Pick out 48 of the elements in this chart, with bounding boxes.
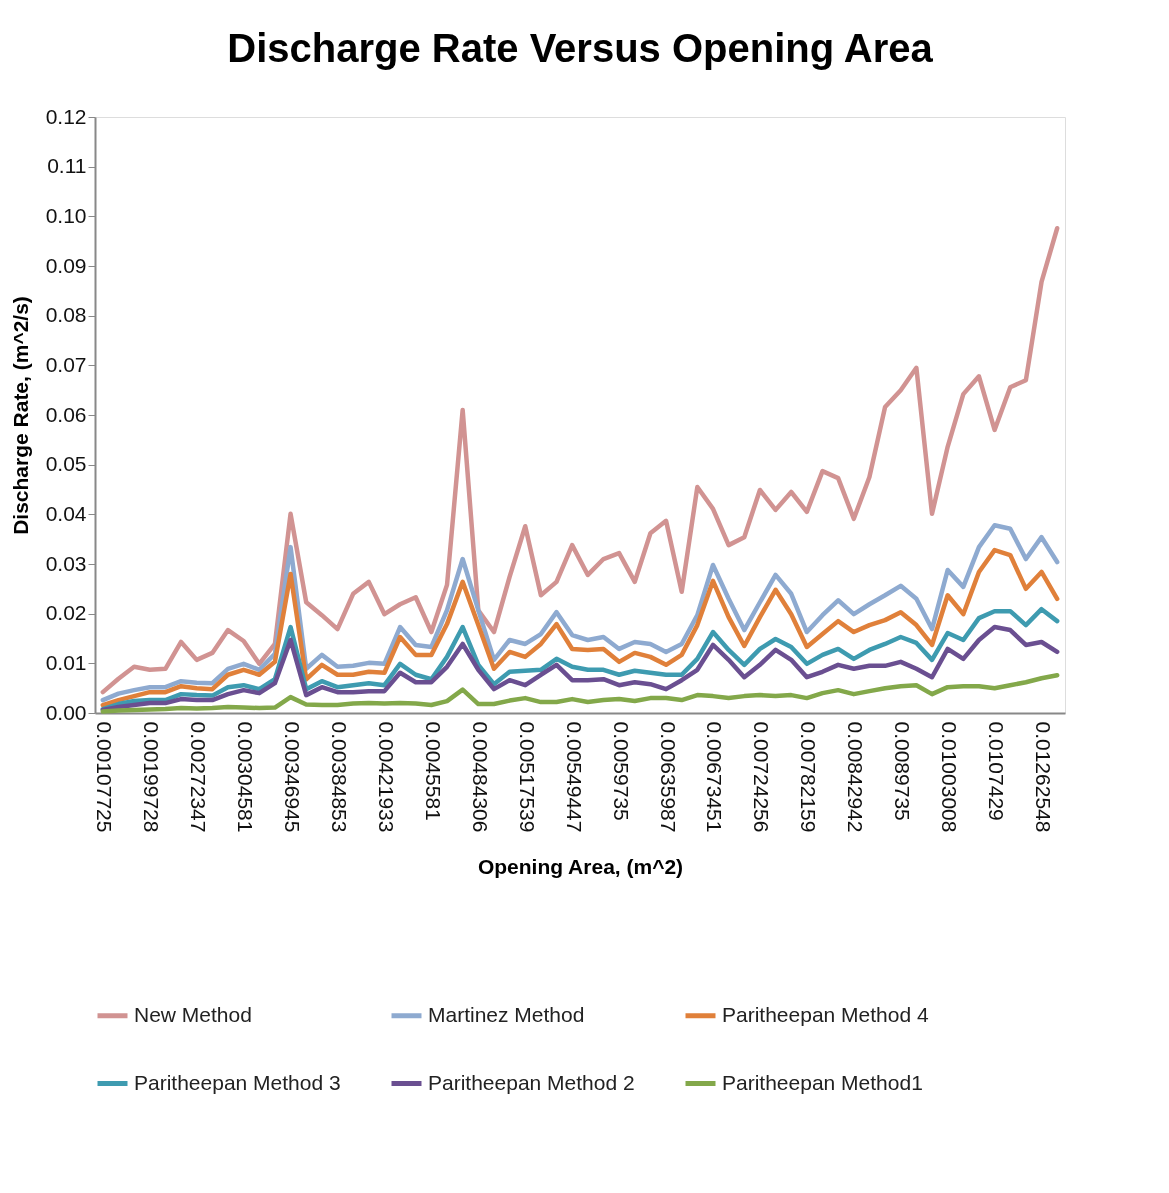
x-tick-label: 0.00421933 bbox=[374, 721, 398, 833]
legend-label: New Method bbox=[134, 1002, 252, 1026]
y-tick-label: 0.02 bbox=[45, 601, 87, 625]
x-tick-label: 0.00384853 bbox=[328, 721, 351, 833]
legend-label: Paritheepan Method 4 bbox=[722, 1002, 929, 1026]
y-tick-label: 0.07 bbox=[45, 352, 87, 376]
x-tick-label: 0.01003008 bbox=[938, 721, 962, 833]
line-series bbox=[100, 624, 1060, 713]
x-tick-label: 0.00484306 bbox=[468, 721, 492, 833]
x-tick-label: 0.00199728 bbox=[140, 721, 164, 833]
x-tick-label: 0.00304581 bbox=[234, 721, 258, 833]
x-tick-label: 0.0059735 bbox=[609, 721, 633, 821]
x-tick-label: 0.00517539 bbox=[515, 721, 539, 833]
x-tick-label: 0.0045581 bbox=[421, 721, 445, 821]
line-series bbox=[100, 547, 1060, 708]
y-tick-label: 0.08 bbox=[45, 303, 87, 327]
y-tick-label: 0.11 bbox=[47, 154, 87, 178]
y-tick-label: 0.10 bbox=[45, 203, 87, 227]
x-tick-label: 0.00549447 bbox=[562, 721, 586, 833]
y-tick-label: 0.05 bbox=[45, 452, 87, 476]
legend-label: Paritheepan Method 2 bbox=[428, 1070, 635, 1094]
x-tick-label: 0.0107429 bbox=[985, 721, 1009, 821]
y-tick-label: 0.09 bbox=[45, 253, 87, 277]
y-tick-label: 0.06 bbox=[45, 402, 87, 426]
line-series bbox=[100, 523, 1060, 703]
x-tick-label: 0.00673451 bbox=[703, 721, 727, 833]
y-tick-label: 0.12 bbox=[45, 104, 87, 128]
y-tick-label: 0.04 bbox=[45, 501, 87, 525]
legend-label: Martinez Method bbox=[428, 1002, 585, 1026]
x-axis-title: Opening Area, (m^2) bbox=[477, 855, 684, 879]
x-tick-label: 0.00782159 bbox=[797, 721, 821, 833]
x-tick-label: 0.00842942 bbox=[844, 721, 868, 833]
y-axis-title: Discharge Rate, (m^2/s) bbox=[8, 296, 32, 535]
y-tick-label: 0.00 bbox=[45, 700, 87, 724]
line-series bbox=[100, 226, 1060, 695]
legend-label: Paritheepan Method 3 bbox=[134, 1070, 341, 1094]
x-tick-label: 0.00635987 bbox=[656, 721, 680, 833]
x-tick-label: 0.00346945 bbox=[281, 721, 305, 833]
legend-label: Paritheepan Method1 bbox=[722, 1070, 923, 1094]
y-tick-label: 0.03 bbox=[45, 551, 87, 575]
x-tick-label: 0.00272347 bbox=[187, 721, 211, 833]
x-tick-label: 0.00107725 bbox=[93, 721, 117, 833]
line-series bbox=[100, 673, 1060, 714]
x-tick-label: 0.00724256 bbox=[750, 721, 774, 833]
chart-title: Discharge Rate Versus Opening Area bbox=[227, 26, 934, 70]
y-tick-label: 0.01 bbox=[45, 650, 87, 674]
x-tick-label: 0.0089735 bbox=[891, 721, 915, 821]
x-tick-label: 0.01262548 bbox=[1032, 721, 1056, 833]
